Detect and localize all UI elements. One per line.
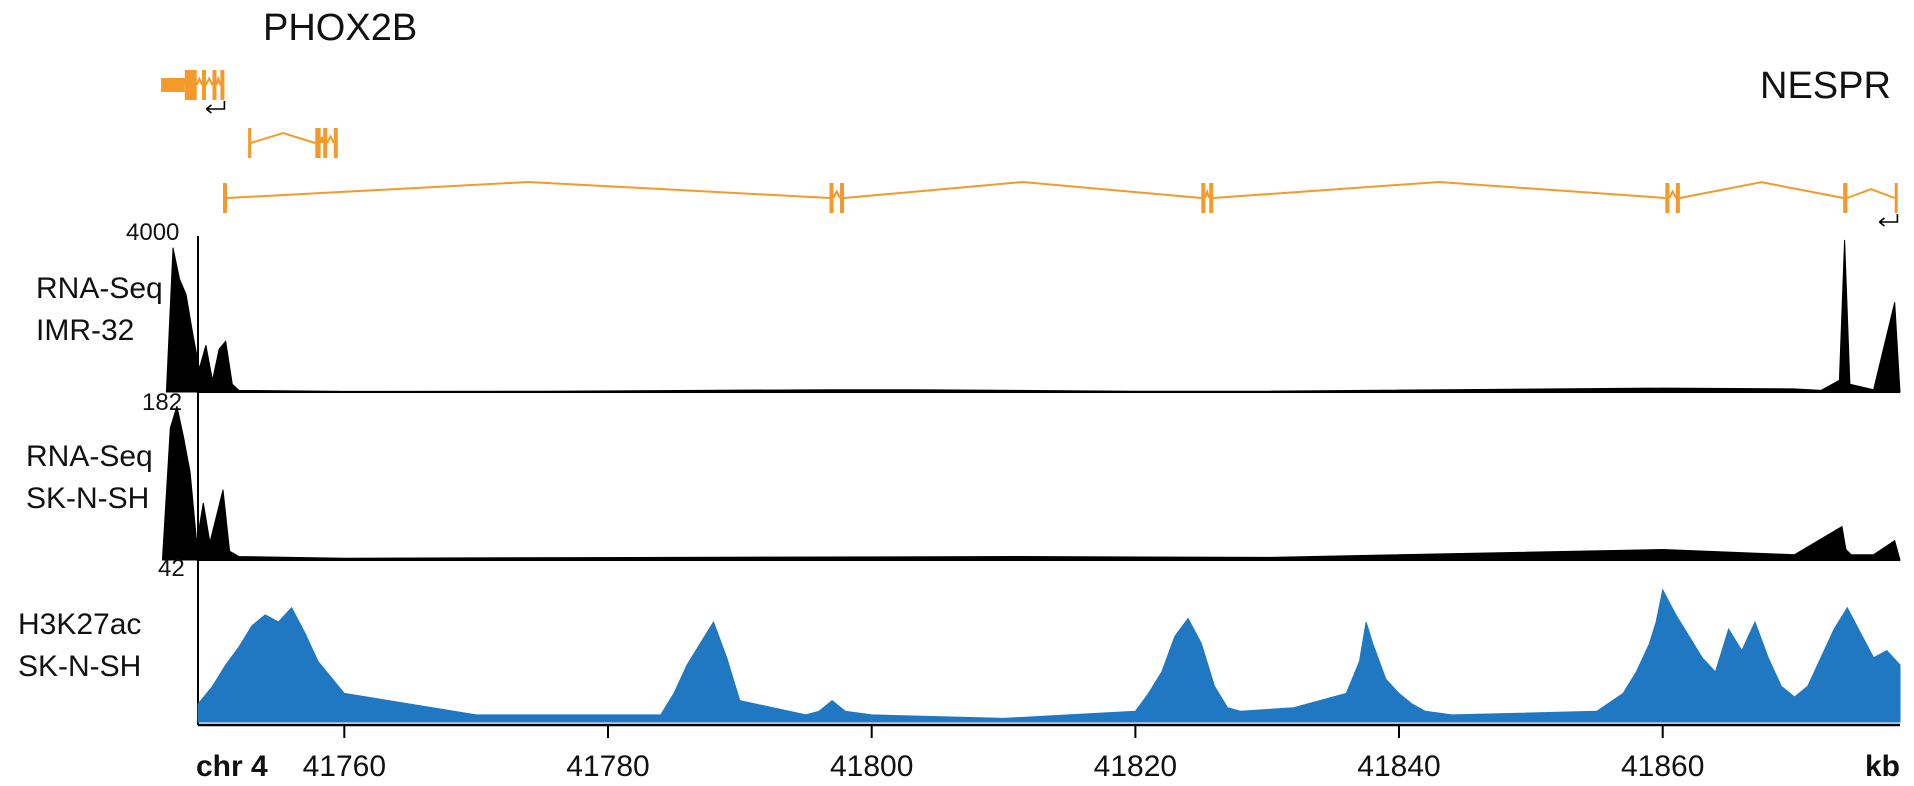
x-axis: 41760 41780 41800 41820 41840 41860 chr 4 kb [196,723,1900,783]
track-label-line1: RNA-Seq [26,440,153,473]
rna-seq-imr32-signal [165,239,1901,393]
exon-block [333,128,338,158]
intron-line [843,180,1202,199]
intron-line [832,189,841,199]
exon-block [184,70,197,100]
exon-block [1894,183,1898,213]
intron-line [1204,188,1211,199]
rna-seq-sknsh-signal [161,406,1901,561]
intron-line [326,134,335,144]
exon-block [1209,183,1214,213]
gene-label-phox2b: PHOX2B [263,7,417,49]
exon-block [248,128,252,158]
exon-block [1843,183,1848,213]
chrom-label: chr 4 [196,750,268,783]
gene-models-track [161,70,1899,227]
intron-line [250,132,316,144]
intron-line [1213,180,1666,199]
signal-tracks: 4000 RNA-Seq IMR-32 182 RNA-Seq SK-N-SH … [18,219,1901,725]
exon-block [212,70,217,100]
intron-line [226,180,830,199]
track-max-label: 4000 [126,219,179,246]
exon-block [1675,183,1680,213]
x-tick-label: 41800 [830,750,913,783]
exon-block [223,183,227,213]
x-tick-label: 41760 [303,750,386,783]
strand-arrow-icon [205,101,226,114]
exon-block [315,128,321,158]
intron-line [1668,189,1677,199]
intron-line [215,75,222,86]
x-tick-label: 41860 [1621,750,1704,783]
h3k27ac-sknsh-signal [197,588,1901,723]
gene-label-nespr: NESPR [1760,65,1891,107]
track-label-line1: H3K27ac [18,608,141,641]
intron-line [195,76,203,86]
intron-line [319,136,325,144]
intron-line [1679,181,1844,199]
exon-block [1665,183,1670,213]
intron-line [205,76,214,86]
track-label-line2: SK-N-SH [26,482,149,515]
x-tick-label: 41780 [566,750,649,783]
unit-label: kb [1865,750,1900,783]
track-label-line1: RNA-Seq [36,272,163,305]
exon-block [161,78,185,92]
exon-block [220,70,225,100]
exon-block [1201,183,1206,213]
track-max-label: 42 [158,555,185,582]
exon-block [323,128,328,158]
strand-arrow-icon [1878,214,1899,227]
exon-block [840,183,844,213]
x-tick-label: 41820 [1094,750,1177,783]
exon-block [202,70,206,100]
exon-block [829,183,834,213]
x-tick-label: 41840 [1357,750,1440,783]
x-ticks: 41760 41780 41800 41820 41840 41860 [303,725,1704,783]
track-label-line2: IMR-32 [36,314,134,347]
intron-line [1846,188,1896,199]
track-label-line2: SK-N-SH [18,650,141,683]
